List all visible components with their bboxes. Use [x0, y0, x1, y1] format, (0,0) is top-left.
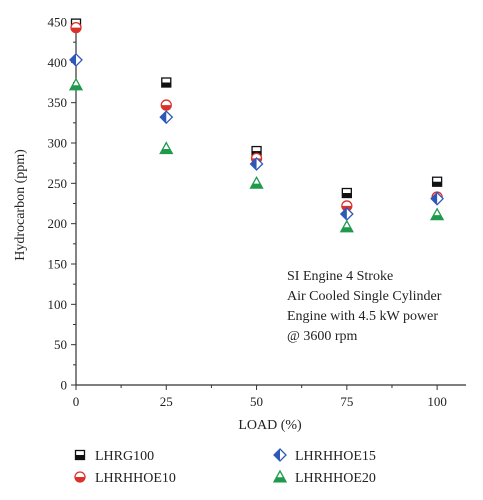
- series-LHRHHOE15: [69, 52, 445, 221]
- y-tick-label: 150: [48, 257, 68, 272]
- data-point: [69, 52, 83, 67]
- y-tick-label: 50: [54, 337, 67, 352]
- annotation-line: SI Engine 4 Stroke: [287, 269, 393, 284]
- y-tick-label: 450: [48, 15, 68, 30]
- legend-symbol: [74, 449, 86, 461]
- data-point: [430, 191, 445, 206]
- legend-item: LHRHHOE15: [273, 448, 376, 464]
- x-tick-label: 50: [250, 394, 263, 409]
- data-point: [249, 157, 264, 171]
- x-tick-label: 75: [340, 394, 353, 409]
- y-tick-label: 100: [48, 297, 68, 312]
- annotation-line: @ 3600 rpm: [287, 329, 358, 344]
- engine-annotation: SI Engine 4 Stroke Air Cooled Single Cyl…: [287, 269, 442, 344]
- y-tick-label: 300: [48, 136, 68, 151]
- data-point: [431, 176, 443, 187]
- data-point: [68, 77, 84, 91]
- y-tick-label: 350: [48, 95, 68, 110]
- y-tick-label: 200: [48, 216, 68, 231]
- data-point: [339, 207, 354, 221]
- x-tick-label: 25: [160, 394, 173, 409]
- legend-label: LHRHHOE20: [295, 471, 376, 486]
- data-points: [68, 18, 445, 233]
- y-tick-label: 0: [61, 378, 68, 393]
- legend-item: LHRHHOE10: [74, 471, 176, 486]
- legend-item: LHRHHOE20: [272, 469, 376, 486]
- y-tick-label: 400: [48, 55, 68, 70]
- y-axis: 0 50 100 150 200 250 300 350 400 450: [48, 15, 76, 393]
- legend-label: LHRG100: [95, 449, 154, 464]
- data-point: [249, 175, 264, 189]
- x-tick-label: 0: [73, 394, 80, 409]
- data-point: [430, 207, 445, 221]
- series-LHRHHOE20: [68, 77, 445, 233]
- legend-label: LHRHHOE10: [95, 471, 176, 486]
- y-axis-title: Hydrocarbon (ppm): [13, 149, 28, 261]
- annotation-line: Air Cooled Single Cylinder: [287, 289, 442, 304]
- data-point: [339, 219, 354, 233]
- legend-item: LHRG100: [74, 449, 154, 464]
- data-point: [341, 187, 352, 199]
- legend: LHRG100 LHRHHOE10 LHRHHOE15 LHRHHOE20: [74, 448, 376, 486]
- data-point: [159, 110, 174, 125]
- data-point: [70, 21, 82, 34]
- data-point: [160, 99, 172, 111]
- legend-symbol: [74, 471, 86, 483]
- x-axis-title: LOAD (%): [238, 418, 302, 433]
- legend-label: LHRHHOE15: [295, 449, 376, 464]
- plot-frame: [75, 22, 466, 386]
- legend-symbol: [272, 469, 288, 483]
- y-tick-label: 250: [48, 176, 68, 191]
- x-axis: 0 25 50 75 100: [73, 385, 447, 409]
- annotation-line: Engine with 4.5 kW power: [287, 309, 438, 324]
- x-tick-label: 100: [427, 394, 447, 409]
- data-point: [159, 141, 174, 155]
- data-point: [161, 77, 172, 88]
- legend-symbol: [273, 448, 287, 462]
